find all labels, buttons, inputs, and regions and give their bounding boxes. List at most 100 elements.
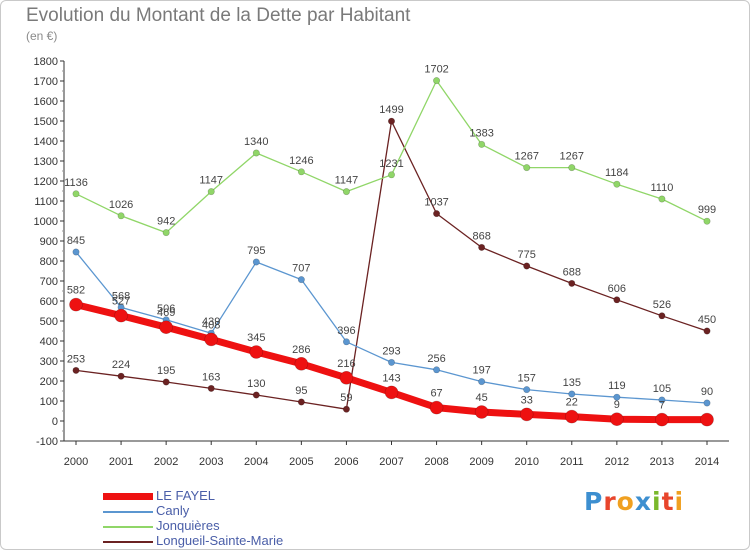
data-point-longueil-sainte-marie bbox=[568, 279, 576, 287]
y-tick-label: 1200 bbox=[34, 176, 58, 188]
data-label-le-fayel: 9 bbox=[614, 399, 620, 411]
data-label-le-fayel: 216 bbox=[337, 358, 355, 370]
legend-label-canly: Canly bbox=[156, 503, 190, 518]
data-point-longueil-sainte-marie bbox=[72, 366, 80, 374]
proxiti-logo-letter: o bbox=[616, 487, 635, 516]
y-tick-label: 1400 bbox=[34, 136, 58, 148]
data-point-canly bbox=[478, 378, 486, 386]
y-tick-label: 1300 bbox=[34, 156, 58, 168]
data-label-longueil-sainte-marie: 253 bbox=[67, 353, 85, 365]
data-point-le-fayel bbox=[700, 412, 714, 427]
data-point-longueil-sainte-marie bbox=[658, 312, 666, 320]
data-label-canly: 506 bbox=[157, 303, 175, 315]
data-point-le-fayel bbox=[294, 356, 309, 371]
data-label-longueil-sainte-marie: 688 bbox=[563, 266, 581, 278]
data-point-le-fayel bbox=[519, 407, 534, 422]
data-label-canly: 90 bbox=[701, 386, 713, 398]
y-tick-label: 1700 bbox=[34, 76, 58, 88]
data-point-le-fayel bbox=[249, 345, 264, 359]
data-label-canly: 795 bbox=[247, 245, 265, 257]
data-label-canly: 396 bbox=[337, 325, 355, 337]
data-label-longueil-sainte-marie: 195 bbox=[157, 365, 175, 377]
data-label-jonquieres: 1026 bbox=[109, 199, 133, 211]
x-tick-label: 2001 bbox=[109, 456, 133, 468]
proxiti-logo-letter: i bbox=[674, 487, 685, 516]
data-point-le-fayel bbox=[429, 400, 444, 415]
data-label-canly: 256 bbox=[427, 353, 445, 365]
data-point-longueil-sainte-marie bbox=[162, 378, 170, 386]
data-label-canly: 119 bbox=[608, 380, 626, 392]
chart-title: Evolution du Montant de la Dette par Hab… bbox=[26, 5, 411, 26]
data-label-jonquieres: 1110 bbox=[651, 182, 674, 194]
data-label-le-fayel: 345 bbox=[247, 332, 265, 344]
data-point-jonquieres bbox=[297, 168, 305, 176]
data-point-le-fayel bbox=[384, 385, 399, 400]
data-point-le-fayel bbox=[564, 409, 579, 424]
data-label-canly: 197 bbox=[472, 365, 490, 377]
data-point-le-fayel bbox=[655, 412, 669, 427]
y-tick-label: 1800 bbox=[34, 56, 58, 68]
y-tick-label: 900 bbox=[40, 236, 58, 248]
data-label-jonquieres: 1147 bbox=[199, 175, 223, 187]
data-label-longueil-sainte-marie: 450 bbox=[698, 314, 716, 326]
legend-swatch-longueil-sainte-marie bbox=[103, 541, 153, 543]
data-point-canly bbox=[433, 366, 441, 374]
data-label-le-fayel: 582 bbox=[67, 285, 85, 297]
data-label-le-fayel: 408 bbox=[202, 319, 220, 331]
x-tick-label: 2014 bbox=[695, 456, 719, 468]
legend-label-le-fayel: LE FAYEL bbox=[156, 488, 216, 503]
data-point-longueil-sainte-marie bbox=[117, 372, 125, 380]
data-label-longueil-sainte-marie: 1037 bbox=[424, 197, 448, 209]
data-point-le-fayel bbox=[114, 308, 128, 323]
data-label-le-fayel: 143 bbox=[382, 372, 400, 384]
data-point-jonquieres bbox=[207, 188, 215, 196]
data-label-le-fayel: 527 bbox=[112, 296, 130, 308]
x-tick-label: 2002 bbox=[154, 456, 178, 468]
data-point-jonquieres bbox=[523, 164, 531, 172]
data-point-jonquieres bbox=[252, 149, 260, 157]
data-point-longueil-sainte-marie bbox=[613, 296, 621, 304]
data-label-jonquieres: 1184 bbox=[605, 167, 629, 179]
x-tick-label: 2012 bbox=[605, 456, 629, 468]
y-tick-label: 1000 bbox=[34, 216, 58, 228]
data-point-canly bbox=[568, 390, 576, 398]
data-label-longueil-sainte-marie: 606 bbox=[608, 283, 626, 295]
data-point-canly bbox=[252, 258, 260, 266]
legend-swatch-canly bbox=[103, 511, 153, 513]
data-point-longueil-sainte-marie bbox=[252, 391, 260, 399]
chart-axes: -100 0 100 200 300 400 500 600 700 800 900 1000 1100… bbox=[34, 56, 729, 468]
y-tick-label: 1600 bbox=[34, 96, 58, 108]
data-label-canly: 293 bbox=[382, 345, 400, 357]
data-point-le-fayel bbox=[610, 412, 624, 427]
legend-label-longueil-sainte-marie: Longueil-Sainte-Marie bbox=[156, 533, 284, 548]
x-tick-label: 2005 bbox=[289, 456, 313, 468]
data-point-longueil-sainte-marie bbox=[523, 262, 531, 270]
data-label-longueil-sainte-marie: 526 bbox=[653, 299, 671, 311]
data-point-canly bbox=[523, 386, 531, 394]
data-label-canly: 105 bbox=[653, 383, 671, 395]
data-point-canly bbox=[342, 338, 350, 346]
x-tick-label: 2000 bbox=[64, 456, 88, 468]
data-label-jonquieres: 1246 bbox=[289, 155, 313, 167]
data-point-jonquieres bbox=[568, 164, 576, 172]
data-label-jonquieres: 1147 bbox=[335, 175, 359, 187]
data-point-le-fayel bbox=[474, 405, 489, 419]
data-label-le-fayel: 45 bbox=[476, 392, 488, 404]
proxiti-logo-letter: x bbox=[634, 487, 652, 516]
data-label-jonquieres: 1267 bbox=[560, 151, 584, 163]
data-point-longueil-sainte-marie bbox=[478, 243, 486, 251]
y-tick-label: 700 bbox=[40, 276, 58, 288]
data-label-le-fayel: 469 bbox=[157, 307, 175, 319]
data-point-jonquieres bbox=[613, 180, 621, 188]
y-tick-label: 0 bbox=[52, 416, 58, 428]
data-point-jonquieres bbox=[658, 195, 666, 203]
legend-label-jonquieres: Jonquières bbox=[156, 518, 220, 533]
y-tick-label: 800 bbox=[40, 256, 58, 268]
data-label-jonquieres: 1702 bbox=[424, 64, 448, 76]
data-label-jonquieres: 1340 bbox=[244, 136, 268, 148]
data-point-canly bbox=[297, 276, 305, 284]
data-label-canly: 157 bbox=[518, 373, 536, 385]
y-tick-label: -100 bbox=[36, 436, 58, 448]
